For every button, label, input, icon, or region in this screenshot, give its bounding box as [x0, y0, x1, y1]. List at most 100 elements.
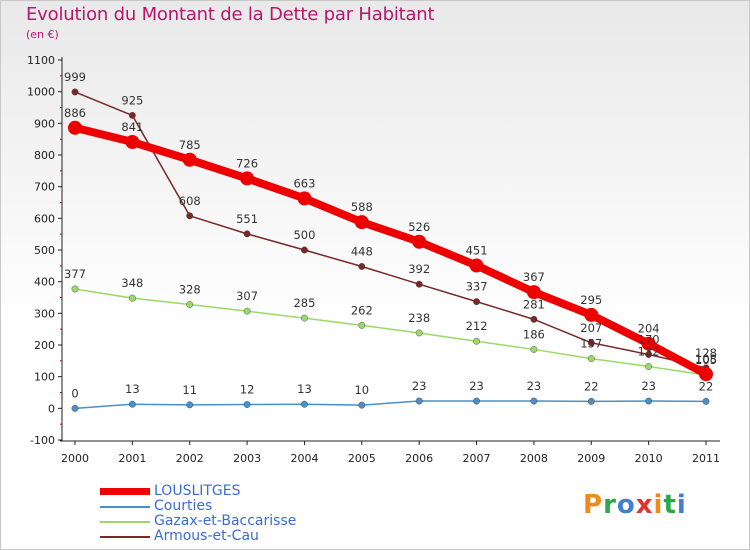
series-line	[74, 288, 707, 376]
series-point	[699, 367, 713, 382]
y-tick-label: 1000	[27, 86, 55, 99]
series-point	[71, 88, 79, 96]
logo-letter: t	[663, 490, 677, 520]
legend-item: Courties	[100, 498, 360, 514]
series-point	[301, 314, 308, 322]
logo-letter: P	[583, 490, 604, 520]
data-label: 23	[469, 379, 484, 393]
series-point	[243, 230, 251, 238]
legend: LOUSLITGES Courties Gazax-et-Baccarisse Arm…	[100, 483, 360, 544]
data-label: 23	[412, 379, 427, 393]
data-label: 281	[523, 297, 545, 311]
series-point	[469, 258, 484, 273]
legend-item: LOUSLITGES	[100, 483, 360, 499]
data-label: 13	[297, 382, 312, 396]
proxiti-logo: Proxiti	[583, 490, 687, 520]
data-label: 285	[293, 296, 315, 310]
series-point	[358, 321, 366, 329]
series-point	[702, 397, 710, 405]
legend-label: Gazax-et-Baccarisse	[154, 513, 297, 529]
data-label: 392	[408, 262, 430, 276]
series-point	[358, 263, 366, 270]
legend-label: Courties	[154, 498, 213, 514]
series-line	[74, 91, 707, 369]
data-label: 108	[695, 352, 717, 366]
data-label: 551	[236, 212, 258, 226]
data-label: 10	[354, 383, 369, 397]
data-label: 11	[182, 383, 197, 397]
y-tick-label: 1100	[27, 54, 55, 67]
series-point	[71, 285, 79, 293]
series-point	[645, 351, 653, 358]
y-tick-label: 400	[34, 276, 55, 289]
series-point	[243, 307, 251, 315]
data-label: 13	[125, 382, 140, 396]
data-label: 170	[638, 333, 660, 347]
data-label: 377	[64, 267, 86, 281]
series-point	[584, 307, 599, 322]
series-point	[412, 234, 427, 249]
data-label: 726	[236, 156, 258, 170]
series-point	[587, 355, 595, 363]
series-point	[240, 171, 255, 186]
x-tick-label: 2008	[520, 452, 548, 465]
logo-letter: i	[676, 490, 687, 520]
series-point	[301, 400, 308, 408]
data-label: 526	[408, 220, 430, 234]
series-point	[354, 215, 369, 230]
data-label: 448	[351, 244, 373, 258]
data-label: 23	[527, 379, 542, 393]
data-labels-layer: 886 841 785 726 663 588 526 451 367 295 204 108 0 13 1…	[64, 70, 717, 400]
data-label: 207	[580, 321, 602, 335]
logo-letter: x	[635, 490, 654, 520]
y-tick-label: 0	[48, 402, 55, 415]
data-label: 348	[121, 276, 143, 290]
series-point	[526, 285, 541, 300]
chart-title: Evolution du Montant de la Dette par Hab…	[26, 4, 435, 25]
series-point	[530, 315, 538, 323]
series-point	[473, 397, 480, 405]
data-label: 212	[466, 319, 488, 333]
x-tick-label: 2007	[463, 452, 491, 465]
series-point	[645, 363, 653, 370]
series-point	[415, 397, 423, 405]
series-point	[186, 401, 194, 409]
series-point	[530, 346, 538, 353]
series-point	[587, 339, 595, 347]
series-point	[645, 397, 653, 405]
y-tick-label: 700	[34, 181, 55, 194]
x-tick-label: 2010	[635, 452, 663, 465]
series-point	[68, 120, 82, 135]
series-point	[128, 400, 136, 408]
y-tick-label: 800	[34, 149, 55, 162]
data-label: 925	[121, 93, 143, 107]
data-label: 307	[236, 289, 258, 303]
data-label: 238	[408, 311, 430, 325]
data-label: 204	[638, 322, 660, 336]
series-point	[530, 397, 538, 405]
series-point	[186, 212, 194, 220]
series-point	[243, 401, 251, 408]
series-line	[74, 400, 707, 410]
legend-label: LOUSLITGES	[154, 483, 241, 499]
series-point	[473, 337, 480, 345]
data-label: 328	[179, 282, 201, 296]
series-point	[186, 301, 194, 308]
chart-axes: -100010020030040050060070080090010001100…	[27, 54, 720, 465]
x-tick-label: 2011	[692, 452, 720, 465]
legend-swatch	[100, 506, 150, 508]
series-line	[74, 123, 708, 378]
data-label: 841	[121, 120, 143, 134]
data-label: 0	[71, 386, 78, 400]
x-tick-label: 2000	[61, 452, 89, 465]
y-tick-label: 900	[34, 117, 55, 130]
x-tick-label: 2005	[348, 452, 376, 465]
data-label: 608	[179, 194, 201, 208]
data-label: 999	[64, 70, 86, 84]
series-point	[473, 298, 480, 306]
legend-label: Armous-et-Cau	[154, 528, 259, 544]
y-tick-label: 500	[34, 244, 55, 257]
data-label: 785	[179, 138, 201, 152]
